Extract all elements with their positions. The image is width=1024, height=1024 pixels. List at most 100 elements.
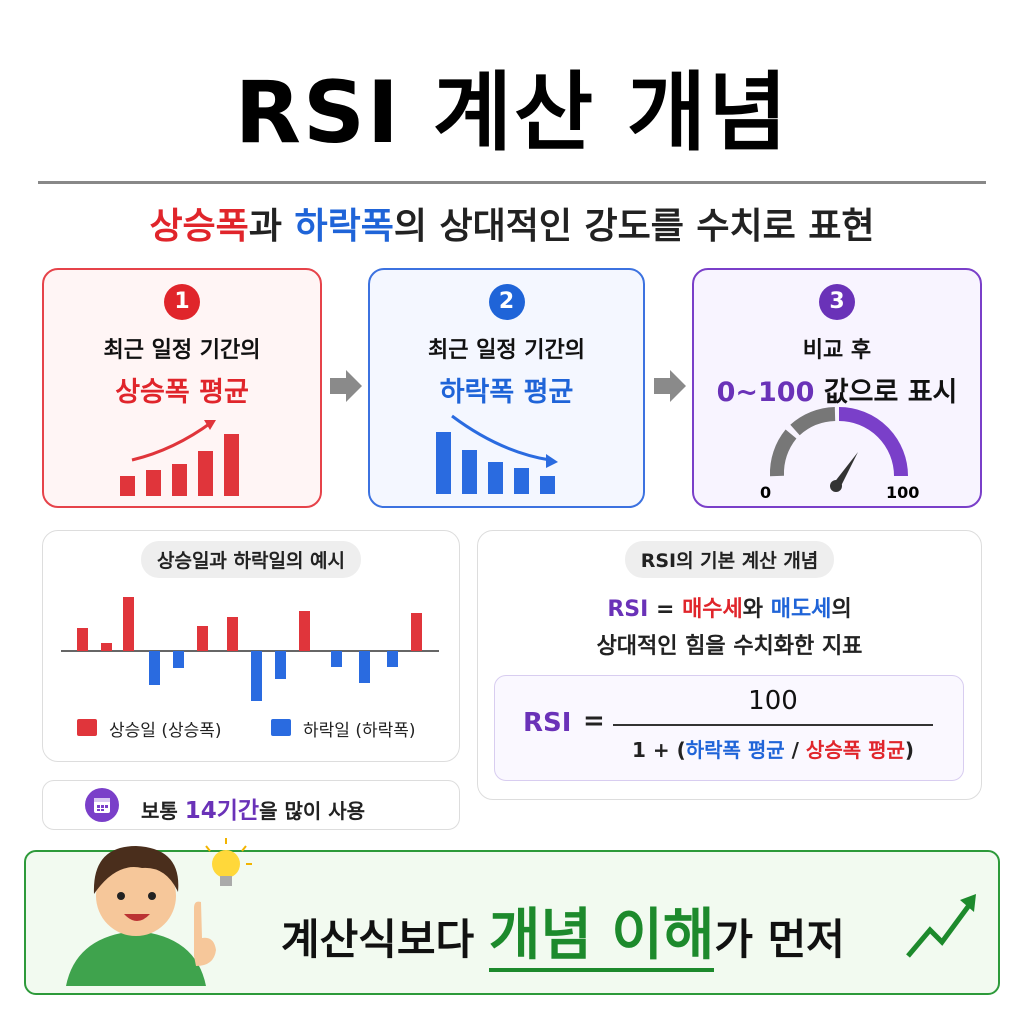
concept-title: RSI의 기본 계산 개념 [624, 541, 835, 578]
decoration [101, 643, 112, 651]
decoration [96, 856, 176, 936]
decoration [546, 454, 558, 468]
decoration [436, 432, 555, 494]
decoration [514, 468, 529, 494]
decoration [149, 651, 160, 685]
decoration [66, 931, 206, 986]
decoration [359, 651, 370, 683]
decoration [148, 892, 156, 900]
step-line2: 하락폭 평균 [439, 377, 574, 408]
step-card: 1 최근 일정 기간의 상승폭 평균 [42, 268, 322, 508]
decoration [77, 597, 422, 651]
den-slash: / [784, 738, 806, 762]
example-card: 상승일과 하락일의 예시 상승일 (상승폭) 하락일 (하락폭) [42, 530, 460, 762]
step-line2: 0~100 값으로 표시 [694, 370, 980, 409]
decoration [299, 611, 310, 651]
den-start: 1 + ( [631, 738, 686, 762]
arrow [654, 370, 686, 402]
decoration [251, 651, 262, 701]
decoration [204, 420, 216, 430]
def-buy: 매수세 [682, 597, 743, 622]
tip-before: 보통 [141, 799, 185, 823]
rising-icon [120, 420, 239, 496]
def-and: 와 [742, 597, 771, 622]
decoration [146, 470, 161, 496]
banner-text: 계산식보다 개념 이해가 먼저 [281, 890, 845, 972]
formula-box: RSI = 100 1 + (하락폭 평균 / 상승폭 평균) [494, 675, 964, 781]
decoration [97, 805, 108, 811]
decoration [411, 613, 422, 651]
example-title: 상승일과 하락일의 예시 [140, 541, 362, 578]
banner: 계산식보다 개념 이해가 먼저 [24, 838, 1000, 995]
decoration [120, 434, 239, 496]
step-number: 2 [488, 284, 525, 320]
decoration [194, 901, 216, 966]
decoration [387, 651, 398, 667]
decoration [906, 902, 973, 958]
decoration [833, 452, 858, 490]
step-line2: 상승폭 평균 [115, 377, 249, 408]
decoration [212, 850, 240, 878]
title: RSI 계산 개념 [234, 63, 790, 163]
decoration [173, 651, 184, 668]
definition-line2: 상대적인 힘을 수치화한 지표 [596, 634, 863, 659]
example-title-wrap: 상승일과 하락일의 예시 [43, 541, 459, 578]
def-eq: = [648, 597, 683, 622]
divider [38, 181, 986, 184]
formula-lhs: RSI [523, 708, 572, 738]
decoration [654, 370, 686, 402]
calendar-icon [85, 788, 119, 822]
den-end: ) [904, 738, 915, 762]
def-sell: 매도세 [770, 597, 832, 622]
decoration [120, 476, 135, 496]
concept-card: RSI의 기본 계산 개념 RSI = 매수세와 매도세의 상대적인 힘을 수치… [477, 530, 982, 800]
decoration [241, 845, 247, 852]
decoration [224, 434, 239, 496]
step-card: 3 비교 후 0~100 값으로 표시 0 100 [692, 268, 982, 508]
decoration [94, 798, 110, 802]
banner-before: 계산식보다 [281, 915, 489, 964]
decoration [205, 845, 211, 852]
tip-card: 보통 14기간을 많이 사용 [42, 780, 460, 830]
def-of: 의 [831, 597, 852, 622]
subtitle-join: 과 [248, 206, 295, 247]
decoration [101, 805, 104, 808]
gauge [769, 407, 908, 492]
decoration [123, 597, 134, 651]
formula-denominator: 1 + (하락폭 평균 / 상승폭 평균) [593, 734, 953, 763]
decoration [330, 370, 362, 402]
subtitle: 상승폭과 하락폭의 상대적인 강도를 수치로 표현 [0, 197, 1024, 249]
decoration [117, 892, 125, 900]
decoration [198, 451, 213, 496]
subtitle-rest: 의 상대적인 강도를 수치로 표현 [393, 206, 875, 247]
formula-eq: = [583, 706, 605, 736]
step-line1: 최근 일정 기간의 [428, 338, 585, 363]
example-bars [61, 597, 439, 736]
decoration [205, 838, 252, 865]
decoration [838, 407, 908, 477]
gauge-max: 100 [886, 483, 920, 502]
banner-highlight: 개념 이해 [488, 903, 715, 972]
decoration [227, 617, 238, 651]
decoration [436, 432, 451, 494]
legend-up: 상승일 (상승폭) [109, 721, 222, 741]
tip-text: 보통 14기간을 많이 사용 [141, 791, 365, 825]
definition: RSI = 매수세와 매도세의 [478, 591, 981, 623]
fraction-line [613, 724, 933, 726]
decoration [124, 914, 150, 921]
step-line2-rest: 값으로 표시 [814, 377, 958, 408]
decoration [172, 464, 187, 496]
decoration [540, 476, 555, 494]
arrow [330, 370, 362, 402]
tip-after: 을 많이 사용 [259, 799, 366, 823]
den-down: 하락폭 평균 [685, 738, 785, 762]
decoration [271, 719, 291, 736]
step-number: 1 [164, 284, 200, 320]
den-up: 상승폭 평균 [805, 738, 905, 762]
trend-arrow [906, 894, 976, 958]
tip-highlight: 14기간 [184, 798, 260, 824]
decoration [131, 420, 213, 462]
step-number: 3 [819, 284, 855, 320]
boy-illustration [66, 838, 252, 986]
